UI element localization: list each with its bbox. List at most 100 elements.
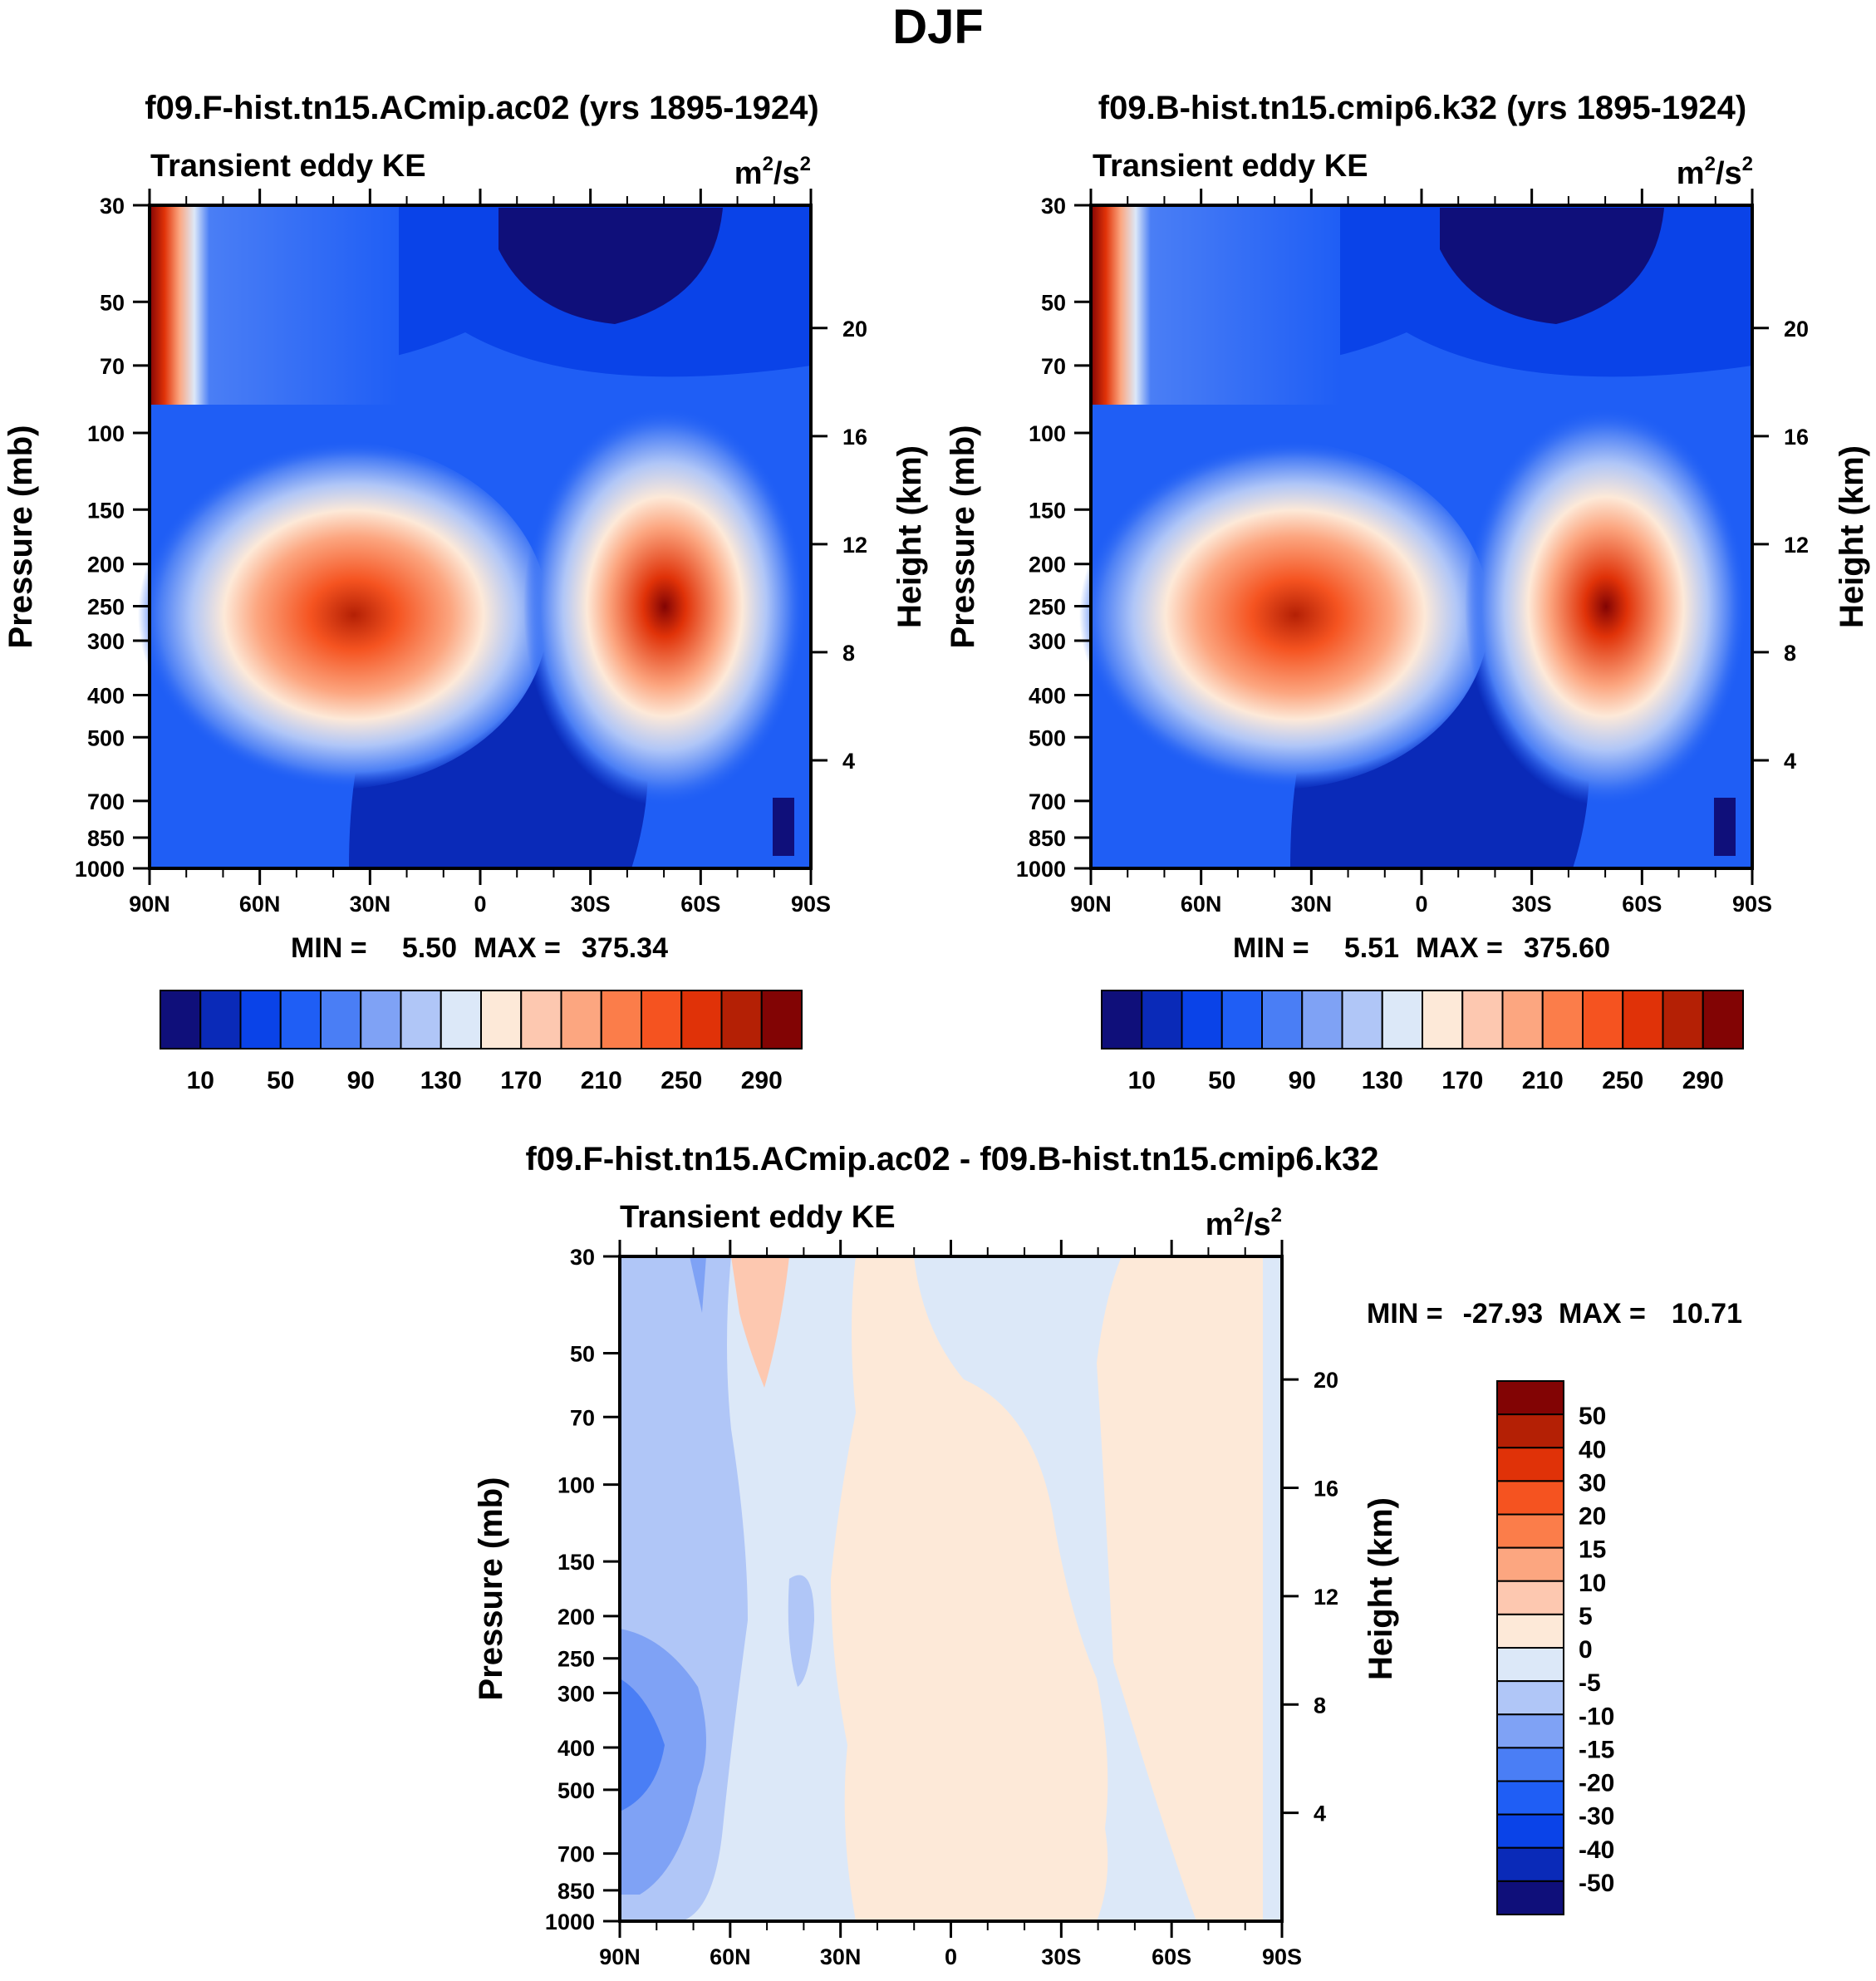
panel-b-ytick-label: 300 — [1029, 629, 1066, 654]
panel-diff-xtick-label: 0 — [945, 1944, 957, 1969]
panel-b-stats: MIN = 5.51 MAX = 375.60 — [1233, 932, 1610, 964]
panel-diff-xtick-label: 60S — [1152, 1944, 1191, 1969]
panel-diff-colorbar-label: -5 — [1579, 1669, 1601, 1697]
panel-diff-colorbar-label: 15 — [1579, 1536, 1606, 1564]
panel-b-ytick-label: 50 — [1041, 290, 1066, 315]
panel-b-xtick-label: 60N — [1181, 892, 1222, 917]
panel-diff-colorbar-box — [1496, 1513, 1564, 1549]
panel-a-ytick-label: 850 — [87, 826, 125, 851]
panel-b-colorbar-box — [1301, 990, 1343, 1049]
panel-a-colorbar-box — [520, 990, 562, 1049]
panel-b-ytick-label: 1000 — [1016, 857, 1066, 882]
panel-diff-colorbar-label: 30 — [1579, 1469, 1606, 1497]
panel-a-colorbar-box — [199, 990, 242, 1049]
panel-a-y2tick-label: 20 — [842, 317, 867, 342]
panel-a-colorbar-box — [641, 990, 683, 1049]
panel-b-colorbar-label: 290 — [1682, 1067, 1724, 1094]
panel-b-ytick-label: 150 — [1029, 498, 1066, 523]
panel-diff-colorbar-box — [1496, 1813, 1564, 1849]
panel-diff-colorbar-label: -15 — [1579, 1736, 1614, 1763]
panel-diff-stats: MIN = -27.93 MAX = 10.71 — [1367, 1298, 1742, 1330]
panel-diff-colorbar-box — [1496, 1680, 1564, 1716]
panel-a-y2tick-label: 4 — [842, 749, 855, 774]
panel-a-colorbar-box — [239, 990, 282, 1049]
panel-a-xtick-label: 60S — [680, 892, 720, 917]
panel-a-field — [116, 205, 811, 868]
panel-b-colorbar-label: 250 — [1602, 1067, 1643, 1094]
panel-a-ytick-label: 30 — [100, 194, 125, 219]
panel-a-units: m2/s2 — [734, 153, 811, 191]
panel-b-min-value: 5.51 — [1344, 932, 1399, 964]
panel-b-xtick-label: 90S — [1732, 892, 1772, 917]
panel-a: f09.F-hist.tn15.ACmip.ac02 (yrs 1895-192… — [2, 90, 928, 1094]
panel-diff-ytick-label: 100 — [557, 1473, 595, 1498]
panel-a-ylabel: Pressure (mb) — [2, 425, 39, 649]
panel-b-y2axis: 20 16 12 8 4 — [1752, 317, 1809, 774]
panel-a-y2axis: 20 16 12 8 4 — [811, 317, 867, 774]
panel-b-colorbar-label: 90 — [1289, 1067, 1316, 1094]
panel-a-colorbar-box — [160, 990, 202, 1049]
panel-b-xtick-label: 30N — [1291, 892, 1333, 917]
panel-diff-min-value: -27.93 — [1463, 1298, 1543, 1330]
panel-a-colorbar-label: 130 — [420, 1067, 462, 1094]
panel-a-y2tick-label: 16 — [842, 425, 867, 450]
panel-diff-max-label: MAX = — [1559, 1298, 1646, 1330]
panel-diff-colorbar-box — [1496, 1546, 1564, 1582]
panel-b-colorbar-box — [1622, 990, 1664, 1049]
panel-diff-colorbar-label: 40 — [1579, 1436, 1606, 1463]
panel-diff-xtick-label: 90S — [1262, 1944, 1302, 1969]
panel-b-ytick-label: 850 — [1029, 826, 1066, 851]
panel-b-y2tick-label: 4 — [1784, 749, 1796, 774]
panel-a-xtick-label: 30S — [571, 892, 611, 917]
panel-diff-ytick-label: 850 — [557, 1879, 595, 1904]
panel-a-ytick-label: 50 — [100, 290, 125, 315]
panel-a-colorbar-box — [760, 990, 803, 1049]
panel-b-ytick-label: 100 — [1029, 421, 1066, 446]
panel-a-min-value: 5.50 — [402, 932, 457, 964]
panel-a-xaxis: 90N 60N 30N 0 30S 60S 90S — [129, 189, 831, 917]
panel-diff-colorbar-box — [1496, 1647, 1564, 1683]
panel-b-subtitle: Transient eddy KE — [1093, 149, 1368, 184]
panel-b-colorbar-box — [1341, 990, 1383, 1049]
panel-a-colorbar-box — [279, 990, 322, 1049]
panel-b-max-label: MAX = — [1416, 932, 1503, 964]
panel-diff-colorbar-box — [1496, 1413, 1564, 1449]
panel-diff-yaxis: 30 50 70 100 150 200 250 300 400 500 700 850 1000 — [545, 1245, 620, 1934]
panel-b-colorbar-box — [1422, 990, 1464, 1049]
panel-b-ytick-label: 200 — [1029, 553, 1066, 578]
panel-a-colorbar-box — [320, 990, 362, 1049]
panel-b-xtick-label: 60S — [1622, 892, 1662, 917]
panel-b-max-value: 375.60 — [1524, 932, 1610, 964]
panel-b-ylabel: Pressure (mb) — [945, 425, 981, 649]
panel-a-colorbar: 10 50 90 130 170 210 250 290 — [160, 990, 803, 1094]
panel-diff-colorbar-label: -10 — [1579, 1703, 1614, 1730]
panel-b-xtick-label: 90N — [1070, 892, 1112, 917]
panel-a-max-value: 375.34 — [582, 932, 668, 964]
panel-diff-ytick-label: 400 — [557, 1736, 595, 1761]
panel-a-colorbar-label: 250 — [661, 1067, 702, 1094]
panel-a-colorbar-box — [680, 990, 723, 1049]
panel-diff-field — [620, 1256, 1282, 1921]
panel-diff-y2tick-label: 16 — [1314, 1477, 1338, 1502]
panel-a-max-label: MAX = — [474, 932, 561, 964]
panel-diff-ytick-label: 250 — [557, 1647, 595, 1672]
panel-a-colorbar-box — [360, 990, 402, 1049]
panel-b-yaxis: 30 50 70 100 150 200 250 300 400 500 700 850 1000 — [1016, 194, 1091, 882]
panel-b-colorbar-label: 50 — [1208, 1067, 1235, 1094]
panel-a-colorbar-label: 10 — [187, 1067, 214, 1094]
panel-diff-colorbar-box — [1496, 1713, 1564, 1749]
panel-a-colorbar-box — [600, 990, 642, 1049]
panel-b-ytick-label: 400 — [1029, 683, 1066, 708]
panel-b-ytick-label: 250 — [1029, 595, 1066, 620]
panel-diff-units: m2/s2 — [1206, 1204, 1282, 1242]
panel-diff-ytick-label: 70 — [570, 1405, 595, 1430]
panel-a-ytick-label: 250 — [87, 595, 125, 620]
panel-b-colorbar-box — [1541, 990, 1584, 1049]
panel-diff-colorbar-box — [1496, 1480, 1564, 1516]
panel-b-y2tick-label: 12 — [1784, 533, 1809, 558]
panel-diff-colorbar-label: 20 — [1579, 1503, 1606, 1531]
panel-b-xtick-label: 0 — [1415, 892, 1427, 917]
panel-diff-subtitle: Transient eddy KE — [620, 1200, 896, 1235]
